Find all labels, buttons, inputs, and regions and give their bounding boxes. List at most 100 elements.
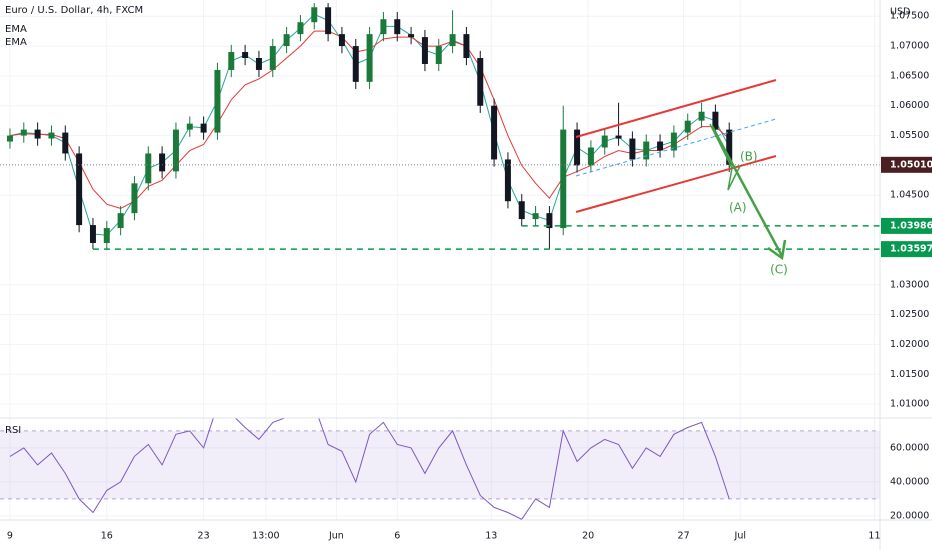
- currency: USD: [890, 7, 910, 18]
- candle-body: [491, 105, 498, 160]
- candle-body: [145, 153, 152, 184]
- wave-label: (C): [770, 263, 788, 277]
- y-tick-label: 1.06000: [890, 100, 929, 111]
- candle-body: [698, 111, 705, 121]
- indicator-label: EMA: [5, 37, 27, 48]
- wave-label: (B): [740, 150, 758, 164]
- plot-area: [0, 0, 880, 520]
- candle-body: [172, 129, 179, 172]
- candle-body: [657, 141, 664, 151]
- x-tick-label: 23: [198, 531, 210, 542]
- candle-body: [103, 228, 110, 243]
- rsi-band: [0, 430, 880, 499]
- symbol-title: Euro / U.S. Dollar, 4h, FXCM: [5, 5, 143, 16]
- candle-body: [726, 129, 733, 165]
- current-price-label: 1.05010: [890, 159, 932, 170]
- candle-body: [587, 147, 594, 166]
- x-tick-label: 13:00: [252, 531, 279, 542]
- x-tick-label: 16: [101, 531, 113, 542]
- candle-body: [62, 132, 69, 154]
- candle-body: [200, 123, 207, 133]
- candle-body: [435, 46, 442, 64]
- candle-body: [546, 213, 553, 229]
- candle-body: [463, 34, 470, 59]
- wave-ab: [709, 123, 741, 191]
- rsi-tick-label: 60.0000: [890, 442, 929, 453]
- candle-body: [283, 34, 290, 47]
- candle-body: [366, 34, 373, 82]
- channel-bottom: [575, 155, 777, 213]
- y-tick-label: 1.02000: [890, 339, 929, 350]
- y-tick-label: 1.01500: [890, 369, 929, 380]
- candle-body: [269, 46, 276, 70]
- candle-body: [380, 19, 387, 35]
- level-tag: [881, 241, 932, 258]
- candle-body: [684, 120, 691, 133]
- candle-body: [477, 58, 484, 106]
- price-tag: [881, 156, 932, 173]
- candle-body: [242, 52, 249, 59]
- candle-body: [560, 129, 567, 229]
- y-tick-label: 1.02500: [890, 309, 929, 320]
- candle-body: [601, 135, 608, 148]
- candle-body: [338, 34, 345, 47]
- rsi-label: RSI: [5, 425, 21, 436]
- wave-arrow: [710, 125, 784, 257]
- y-tick-label: 1.04500: [890, 190, 929, 201]
- x-tick-label: 11: [868, 531, 880, 542]
- candle-body: [186, 123, 193, 130]
- candle-body: [159, 153, 166, 172]
- x-tick-label: 13: [485, 531, 497, 542]
- candle-body: [670, 132, 677, 151]
- candle-body: [6, 135, 13, 142]
- x-tick-label: Jun: [328, 531, 344, 542]
- candle-body: [214, 69, 221, 133]
- candle-body: [394, 19, 401, 35]
- candle-body: [629, 138, 636, 160]
- candle-body: [532, 213, 539, 220]
- candle-body: [712, 111, 719, 130]
- y-tick-label: 1.06500: [890, 70, 929, 81]
- candle-body: [504, 159, 511, 202]
- x-tick-label: 20: [582, 531, 594, 542]
- candle-body: [615, 135, 622, 139]
- rsi-tick-label: 20.0000: [890, 510, 929, 521]
- channel-top: [575, 79, 777, 138]
- candle-body: [408, 34, 415, 38]
- candle-body: [449, 34, 456, 47]
- level-label: 1.03597: [890, 244, 932, 255]
- candle-body: [20, 129, 27, 136]
- rsi-line: [9, 418, 730, 520]
- candle-body: [352, 46, 359, 82]
- candle-body: [311, 7, 318, 23]
- candle-body: [518, 201, 525, 220]
- candle-body: [325, 7, 332, 35]
- candle-body: [48, 132, 55, 139]
- x-tick-label: 6: [394, 531, 400, 542]
- candle-body: [643, 141, 650, 160]
- candle-body: [574, 129, 581, 166]
- level-tag: [881, 217, 932, 234]
- candle-body: [76, 153, 83, 226]
- candle-body: [117, 213, 124, 229]
- indicator-label: EMA: [5, 24, 27, 35]
- x-tick-label: 9: [7, 531, 13, 542]
- drawings: (A) (B) (C): [575, 79, 788, 277]
- candle-body: [89, 225, 96, 243]
- wave-label: (A): [729, 201, 747, 215]
- x-tick-label: 27: [678, 531, 690, 542]
- candle-body: [34, 129, 41, 139]
- candle-body: [297, 22, 304, 35]
- arrow-head: [767, 239, 787, 261]
- candle-body: [228, 52, 235, 70]
- candle-body: [421, 37, 428, 64]
- x-tick-label: Jul: [734, 531, 746, 542]
- level-label: 1.03986: [890, 220, 932, 231]
- y-tick-label: 1.07500: [890, 11, 929, 22]
- candle-body: [131, 183, 138, 214]
- candle-body: [255, 58, 262, 70]
- y-tick-label: 1.01000: [890, 399, 929, 410]
- y-tick-label: 1.03000: [890, 279, 929, 290]
- rsi-tick-label: 40.0000: [890, 476, 929, 487]
